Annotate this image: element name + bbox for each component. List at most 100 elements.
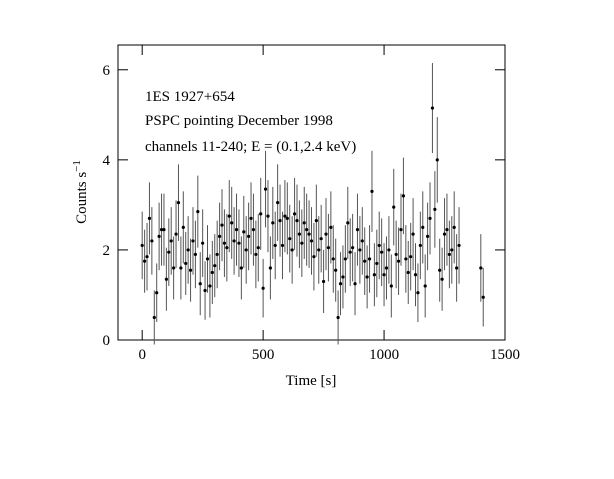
data-point xyxy=(203,288,207,293)
y-tick-label: 0 xyxy=(103,333,111,349)
data-point xyxy=(317,248,321,252)
data-point xyxy=(297,232,302,236)
x-axis-label: Time [s] xyxy=(286,373,337,389)
data-point xyxy=(285,216,289,220)
data-point xyxy=(341,275,345,279)
data-point xyxy=(256,246,260,250)
data-point xyxy=(452,225,456,230)
data-point xyxy=(377,243,381,248)
data-point xyxy=(172,266,176,270)
data-point xyxy=(225,246,229,250)
data-point xyxy=(193,252,197,257)
x-tick-label: 1500 xyxy=(490,347,520,363)
y-tick-label: 6 xyxy=(103,63,111,79)
data-point xyxy=(433,207,437,211)
data-point xyxy=(321,279,326,284)
data-point xyxy=(208,284,212,288)
data-point xyxy=(247,234,251,239)
data-point xyxy=(259,212,263,216)
data-point xyxy=(365,275,369,279)
data-point xyxy=(353,282,357,286)
data-point xyxy=(205,257,210,261)
data-point xyxy=(147,216,152,220)
data-point xyxy=(314,219,318,223)
data-point xyxy=(384,266,389,270)
data-point xyxy=(336,315,340,320)
data-point xyxy=(358,248,362,252)
data-point xyxy=(266,214,270,218)
data-point xyxy=(387,248,391,252)
data-point xyxy=(217,234,222,239)
data-point xyxy=(370,189,374,193)
data-point xyxy=(413,273,418,277)
y-axis-label-text: Counts s xyxy=(74,172,90,224)
data-point xyxy=(421,225,425,230)
data-point xyxy=(271,221,275,225)
data-point xyxy=(237,241,241,245)
data-point xyxy=(438,268,442,272)
data-point xyxy=(268,266,272,270)
data-point xyxy=(411,232,415,236)
data-point xyxy=(213,264,217,268)
data-point xyxy=(176,201,181,205)
data-point xyxy=(249,216,253,220)
data-point xyxy=(261,286,265,290)
data-point xyxy=(312,255,316,259)
data-point xyxy=(305,228,309,232)
data-point xyxy=(230,221,234,225)
data-point xyxy=(375,261,379,266)
data-point xyxy=(440,277,444,281)
data-point xyxy=(188,268,193,272)
data-point xyxy=(324,232,328,236)
data-point xyxy=(442,232,447,236)
data-point xyxy=(201,241,205,245)
data-point xyxy=(234,228,239,232)
data-point xyxy=(251,228,256,232)
data-point xyxy=(382,273,386,277)
annotation: 1ES 1927+654 xyxy=(145,89,235,105)
data-point xyxy=(307,232,311,236)
data-point xyxy=(450,248,454,252)
data-point xyxy=(404,257,408,261)
data-point xyxy=(292,212,297,216)
data-point xyxy=(276,201,280,205)
data-point xyxy=(198,282,202,286)
data-point xyxy=(394,252,398,257)
data-point xyxy=(283,214,287,218)
data-point xyxy=(416,291,420,295)
data-point xyxy=(232,239,236,243)
data-point xyxy=(423,284,427,288)
data-point xyxy=(343,257,347,261)
data-point xyxy=(155,291,159,295)
data-point xyxy=(181,225,185,230)
data-point xyxy=(164,277,168,281)
data-point xyxy=(428,216,432,220)
annotation: channels 11-240; E = (0.1,2.4 keV) xyxy=(145,139,356,155)
data-point xyxy=(167,250,171,254)
y-axis-label-exponent: −1 xyxy=(71,160,83,172)
data-point xyxy=(418,243,422,248)
data-point xyxy=(157,234,161,239)
data-point xyxy=(445,228,449,232)
data-point xyxy=(430,106,435,110)
data-point xyxy=(179,266,183,270)
data-point xyxy=(409,255,413,259)
data-point xyxy=(184,261,188,266)
data-point xyxy=(290,248,294,252)
data-point xyxy=(319,237,323,241)
data-point xyxy=(215,252,219,257)
data-point xyxy=(278,219,282,223)
data-point xyxy=(186,248,190,252)
data-point xyxy=(169,239,173,243)
data-point xyxy=(210,270,214,275)
data-point xyxy=(334,268,338,272)
data-point xyxy=(406,270,410,275)
data-point xyxy=(481,295,485,299)
data-point xyxy=(140,243,144,248)
data-point xyxy=(300,241,304,245)
data-point xyxy=(302,221,306,225)
data-point xyxy=(152,315,156,320)
data-point xyxy=(372,273,376,277)
y-tick-label: 2 xyxy=(103,243,111,259)
